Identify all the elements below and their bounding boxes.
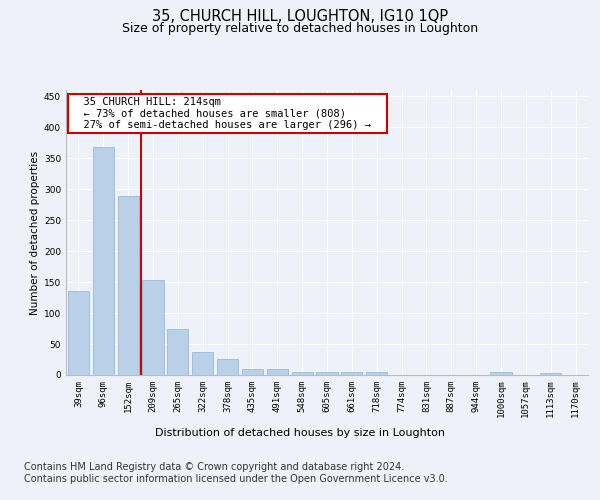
Text: 35 CHURCH HILL: 214sqm  
  ← 73% of detached houses are smaller (808)  
  27% of: 35 CHURCH HILL: 214sqm ← 73% of detached… — [71, 97, 384, 130]
Bar — [192, 352, 213, 375]
Bar — [93, 147, 114, 375]
Bar — [267, 370, 288, 375]
Bar — [118, 196, 139, 375]
Bar — [366, 372, 387, 375]
Text: 35, CHURCH HILL, LOUGHTON, IG10 1QP: 35, CHURCH HILL, LOUGHTON, IG10 1QP — [152, 9, 448, 24]
Bar — [68, 292, 89, 375]
Text: Contains HM Land Registry data © Crown copyright and database right 2024.
Contai: Contains HM Land Registry data © Crown c… — [24, 462, 448, 484]
Bar — [316, 372, 338, 375]
Bar — [142, 280, 164, 375]
Bar — [167, 329, 188, 375]
Text: Distribution of detached houses by size in Loughton: Distribution of detached houses by size … — [155, 428, 445, 438]
Bar — [242, 369, 263, 375]
Bar — [540, 372, 561, 375]
Text: Size of property relative to detached houses in Loughton: Size of property relative to detached ho… — [122, 22, 478, 35]
Y-axis label: Number of detached properties: Number of detached properties — [30, 150, 40, 314]
Bar — [217, 359, 238, 375]
Bar — [292, 372, 313, 375]
Bar — [490, 372, 512, 375]
Bar — [341, 372, 362, 375]
